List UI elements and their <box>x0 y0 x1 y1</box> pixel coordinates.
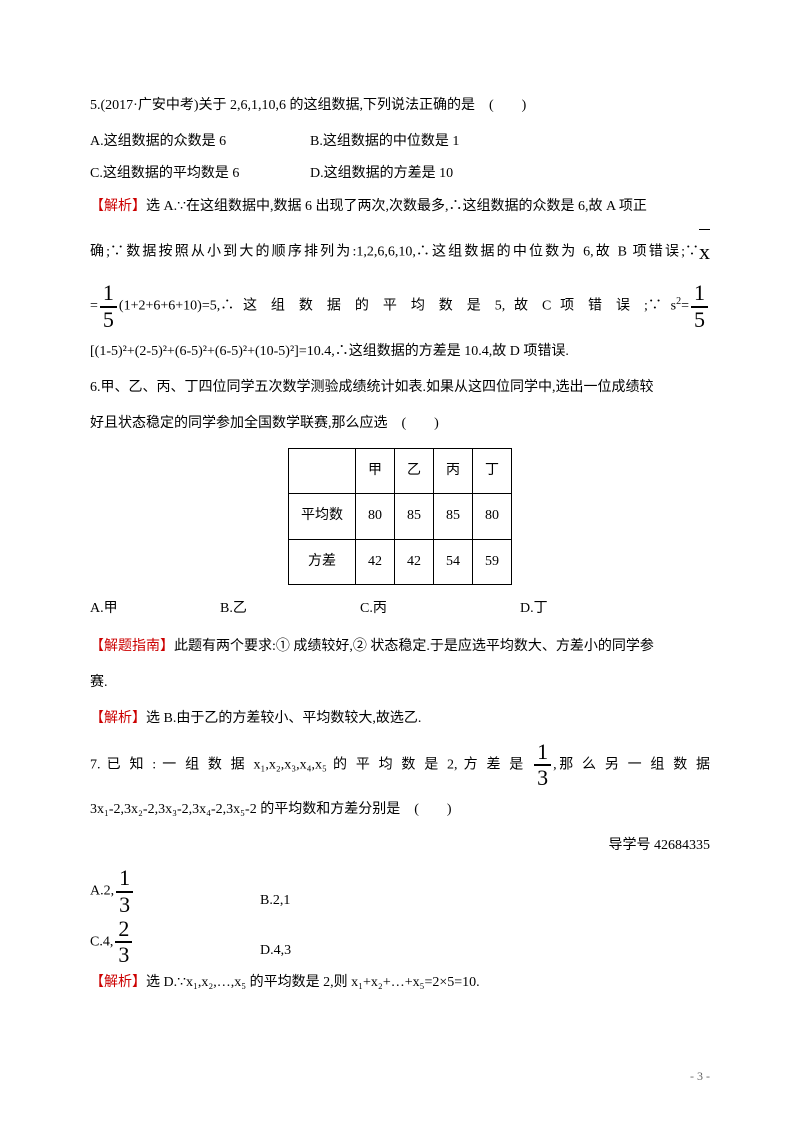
table-cell: 59 <box>473 539 512 584</box>
table-cell <box>289 449 356 494</box>
eq1: = <box>90 299 98 314</box>
table-cell: 丁 <box>473 449 512 494</box>
q7-anal-text: 选 D.∵x₁,x₂,…,x₅ 的平均数是 2,则 x₁+x₂+…+x₅=2×5… <box>146 975 480 990</box>
table-row: 方差 42 42 54 59 <box>289 539 512 584</box>
q7-opt-b: B.2,1 <box>260 885 290 917</box>
q6-analysis: 【解析】选 B.由于乙的方差较小、平均数较大,故选乙. <box>90 703 710 735</box>
q7-ref: 导学号 42684335 <box>90 830 710 862</box>
q7-opt-d: D.4,3 <box>260 935 291 967</box>
q7-analysis: 【解析】选 D.∵x₁,x₂,…,x₅ 的平均数是 2,则 x₁+x₂+…+x₅… <box>90 967 710 999</box>
q5-anal-text2: 确;∵数据按照从小到大的顺序排列为:1,2,6,6,10,∴这组数据的中位数为 … <box>90 244 699 259</box>
table-cell: 80 <box>473 494 512 539</box>
table-cell: 丙 <box>434 449 473 494</box>
q5-analysis-line4: [(1-5)²+(2-5)²+(6-5)²+(6-5)²+(10-5)²]=10… <box>90 336 710 368</box>
table-cell: 42 <box>395 539 434 584</box>
xbar-symbol: x <box>699 227 710 278</box>
q7-stem-line1: 7. 已 知 : 一 组 数 据 x₁,x₂,x₃,x₄,x₅ 的 平 均 数 … <box>90 740 710 790</box>
page-number: - 3 - <box>690 1063 710 1091</box>
analysis-label: 【解析】 <box>90 975 146 990</box>
table-cell: 85 <box>434 494 473 539</box>
hint-label: 【解题指南】 <box>90 639 174 654</box>
q7-stem1: 7. 已 知 : 一 组 数 据 x₁,x₂,x₃,x₄,x₅ 的 平 均 数 … <box>90 757 526 772</box>
q5-opt-c: C.这组数据的平均数是 6 <box>90 158 310 190</box>
frac-one-third: 13 <box>532 740 553 790</box>
eq2: = <box>681 299 689 314</box>
q6-stem1: 6.甲、乙、丙、丁四位同学五次数学测验成绩统计如表.如果从这四位同学中,选出一位… <box>90 372 710 404</box>
analysis-label: 【解析】 <box>90 199 146 214</box>
q5-opt-b: B.这组数据的中位数是 1 <box>310 126 459 158</box>
q7-opts-row1: A.2,13 B.2,1 <box>90 866 710 916</box>
table-cell: 85 <box>395 494 434 539</box>
q5-analysis-line3: =15(1+2+6+6+10)=5,∴ 这 组 数 据 的 平 均 数 是 5,… <box>90 281 710 331</box>
q6-anal-text: 选 B.由于乙的方差较小、平均数较大,故选乙. <box>146 711 421 726</box>
q5-opt-a: A.这组数据的众数是 6 <box>90 126 310 158</box>
q7-opt-c: C.4,23 <box>90 917 260 967</box>
q6-options: A.甲 B.乙 C.丙 D.丁 <box>90 593 710 625</box>
frac-two-third: 23 <box>113 917 134 967</box>
table-cell: 乙 <box>395 449 434 494</box>
table-cell: 甲 <box>356 449 395 494</box>
q5-opt-d: D.这组数据的方差是 10 <box>310 158 453 190</box>
q7-opts-row2: C.4,23 D.4,3 <box>90 917 710 967</box>
q6-opt-a: A.甲 <box>90 593 220 625</box>
table-cell: 方差 <box>289 539 356 584</box>
q7-stem-line2: 3x₁-2,3x₂-2,3x₃-2,3x₄-2,3x₅-2 的平均数和方差分别是… <box>90 794 710 826</box>
table-cell: 平均数 <box>289 494 356 539</box>
q5-stem: 5.(2017·广安中考)关于 2,6,1,10,6 的这组数据,下列说法正确的… <box>90 90 710 122</box>
q5-anal-text3: (1+2+6+6+10)=5,∴ 这 组 数 据 的 平 均 数 是 5, 故 … <box>119 299 676 314</box>
q6-hint-line2: 赛. <box>90 667 710 699</box>
table-row: 平均数 80 85 85 80 <box>289 494 512 539</box>
q5-anal-text1: 选 A.∵在这组数据中,数据 6 出现了两次,次数最多,∴这组数据的众数是 6,… <box>146 199 647 214</box>
frac-one-fifth-2: 15 <box>689 281 710 331</box>
q5-options-row2: C.这组数据的平均数是 6 D.这组数据的方差是 10 <box>90 158 710 190</box>
q6-stem2: 好且状态稳定的同学参加全国数学联赛,那么应选 ( ) <box>90 408 710 440</box>
table-cell: 80 <box>356 494 395 539</box>
table-cell: 42 <box>356 539 395 584</box>
q5-options-row1: A.这组数据的众数是 6 B.这组数据的中位数是 1 <box>90 126 710 158</box>
table-header-row: 甲 乙 丙 丁 <box>289 449 512 494</box>
q6-hint-text: 此题有两个要求:① 成绩较好,② 状态稳定.于是应选平均数大、方差小的同学参 <box>174 639 654 654</box>
frac-one-fifth: 15 <box>98 281 119 331</box>
frac-one-third-a: 13 <box>114 866 135 916</box>
q6-opt-b: B.乙 <box>220 593 360 625</box>
q6-data-table: 甲 乙 丙 丁 平均数 80 85 85 80 方差 42 42 54 59 <box>288 448 512 585</box>
q6-opt-c: C.丙 <box>360 593 520 625</box>
q7-opt-a: A.2,13 <box>90 866 260 916</box>
q6-opt-d: D.丁 <box>520 593 640 625</box>
analysis-label: 【解析】 <box>90 711 146 726</box>
table-cell: 54 <box>434 539 473 584</box>
q7-stem2: ,那 么 另 一 组 数 据 <box>553 757 710 772</box>
q5-analysis-line2: 确;∵数据按照从小到大的顺序排列为:1,2,6,6,10,∴这组数据的中位数为 … <box>90 227 710 278</box>
q5-analysis-line1: 【解析】选 A.∵在这组数据中,数据 6 出现了两次,次数最多,∴这组数据的众数… <box>90 191 710 223</box>
q6-hint-line1: 【解题指南】此题有两个要求:① 成绩较好,② 状态稳定.于是应选平均数大、方差小… <box>90 631 710 663</box>
